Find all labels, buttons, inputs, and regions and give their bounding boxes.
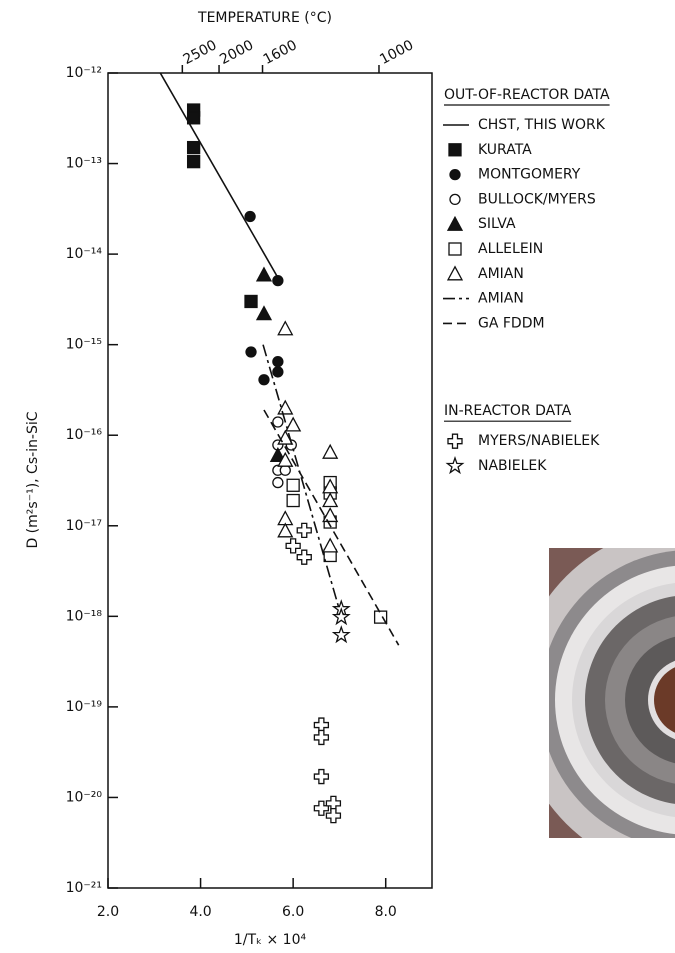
fit-line — [262, 344, 343, 617]
x-tick-label: 6.0 — [282, 904, 304, 920]
point — [186, 154, 201, 169]
legend-title: OUT-OF-REACTOR DATA — [444, 87, 610, 103]
legend-marker — [448, 242, 462, 256]
point — [296, 549, 312, 565]
legend-label: AMIAN — [478, 291, 524, 307]
point — [255, 305, 273, 321]
point — [296, 522, 312, 539]
x2-tick-label: 2000 — [217, 37, 256, 68]
x-tick-label: 4.0 — [189, 904, 211, 920]
point — [331, 625, 351, 644]
legend-label: SILVA — [478, 216, 516, 232]
y-tick-label: 10⁻¹⁸ — [66, 608, 103, 624]
point — [272, 366, 284, 378]
point — [331, 607, 351, 626]
point — [245, 346, 257, 358]
x-axis-title: 1/Tₖ × 10⁴ — [234, 932, 307, 948]
legend-label: NABIELEK — [478, 458, 547, 474]
point — [244, 294, 258, 309]
particle-photo — [549, 548, 675, 838]
point — [255, 266, 273, 282]
y-tick-label: 10⁻¹⁵ — [66, 337, 102, 353]
x2-tick-label: 2500 — [181, 37, 220, 68]
point — [322, 537, 339, 553]
y-tick-label: 10⁻²⁰ — [66, 789, 103, 805]
y-tick-label: 10⁻²¹ — [66, 880, 102, 896]
legend-marker — [449, 193, 461, 206]
point — [322, 492, 339, 508]
point — [258, 374, 270, 386]
plot-frame — [107, 72, 433, 889]
point — [322, 507, 339, 523]
y-tick-label: 10⁻¹⁴ — [66, 246, 103, 262]
x2-tick-label: 1000 — [377, 37, 416, 68]
point — [277, 399, 294, 415]
point — [272, 476, 284, 489]
fit-line — [263, 409, 400, 646]
point — [186, 140, 201, 155]
legend-marker — [448, 143, 462, 157]
x-tick-label: 2.0 — [97, 904, 119, 920]
point — [244, 210, 256, 223]
legend-label: KURATA — [478, 142, 532, 158]
y-tick-label: 10⁻¹² — [66, 65, 102, 81]
x-tick-label: 8.0 — [375, 904, 397, 920]
point — [286, 478, 300, 492]
legend-label: CHST, THIS WORK — [478, 117, 606, 133]
point — [313, 729, 330, 746]
point — [269, 446, 286, 462]
legend-marker — [447, 433, 463, 449]
point — [286, 493, 300, 508]
point — [277, 451, 294, 467]
legend-label: MONTGOMERY — [478, 167, 581, 183]
point — [272, 355, 284, 368]
y-axis-title: D (m²s⁻¹), Cs-in-SiC — [25, 411, 41, 548]
y-tick-label: 10⁻¹³ — [66, 156, 102, 172]
point — [322, 443, 339, 459]
legend-label: ALLELEIN — [478, 241, 543, 257]
point — [272, 416, 284, 428]
legend-marker — [445, 456, 465, 475]
legend-marker — [446, 265, 464, 281]
legend-marker — [449, 168, 461, 181]
y-tick-label: 10⁻¹⁶ — [66, 427, 103, 443]
point — [313, 800, 330, 816]
fit-line — [159, 72, 279, 279]
point — [272, 274, 284, 287]
point — [277, 522, 294, 538]
point — [186, 111, 201, 125]
legend-label: MYERS/NABIELEK — [478, 433, 600, 449]
y-tick-label: 10⁻¹⁹ — [66, 699, 103, 715]
legend-label: AMIAN — [478, 266, 524, 282]
point — [277, 320, 294, 336]
point — [325, 807, 342, 824]
legend-label: GA FDDM — [478, 315, 545, 331]
point — [313, 768, 330, 785]
point — [285, 416, 302, 432]
y-tick-label: 10⁻¹⁷ — [66, 518, 102, 534]
x2-tick-label: 1600 — [261, 37, 300, 68]
point — [285, 538, 301, 554]
top-axis-title: TEMPERATURE (°C) — [197, 10, 332, 26]
legend-marker — [446, 215, 464, 231]
legend-title: IN-REACTOR DATA — [444, 403, 572, 419]
legend-label: BULLOCK/MYERS — [478, 191, 596, 207]
